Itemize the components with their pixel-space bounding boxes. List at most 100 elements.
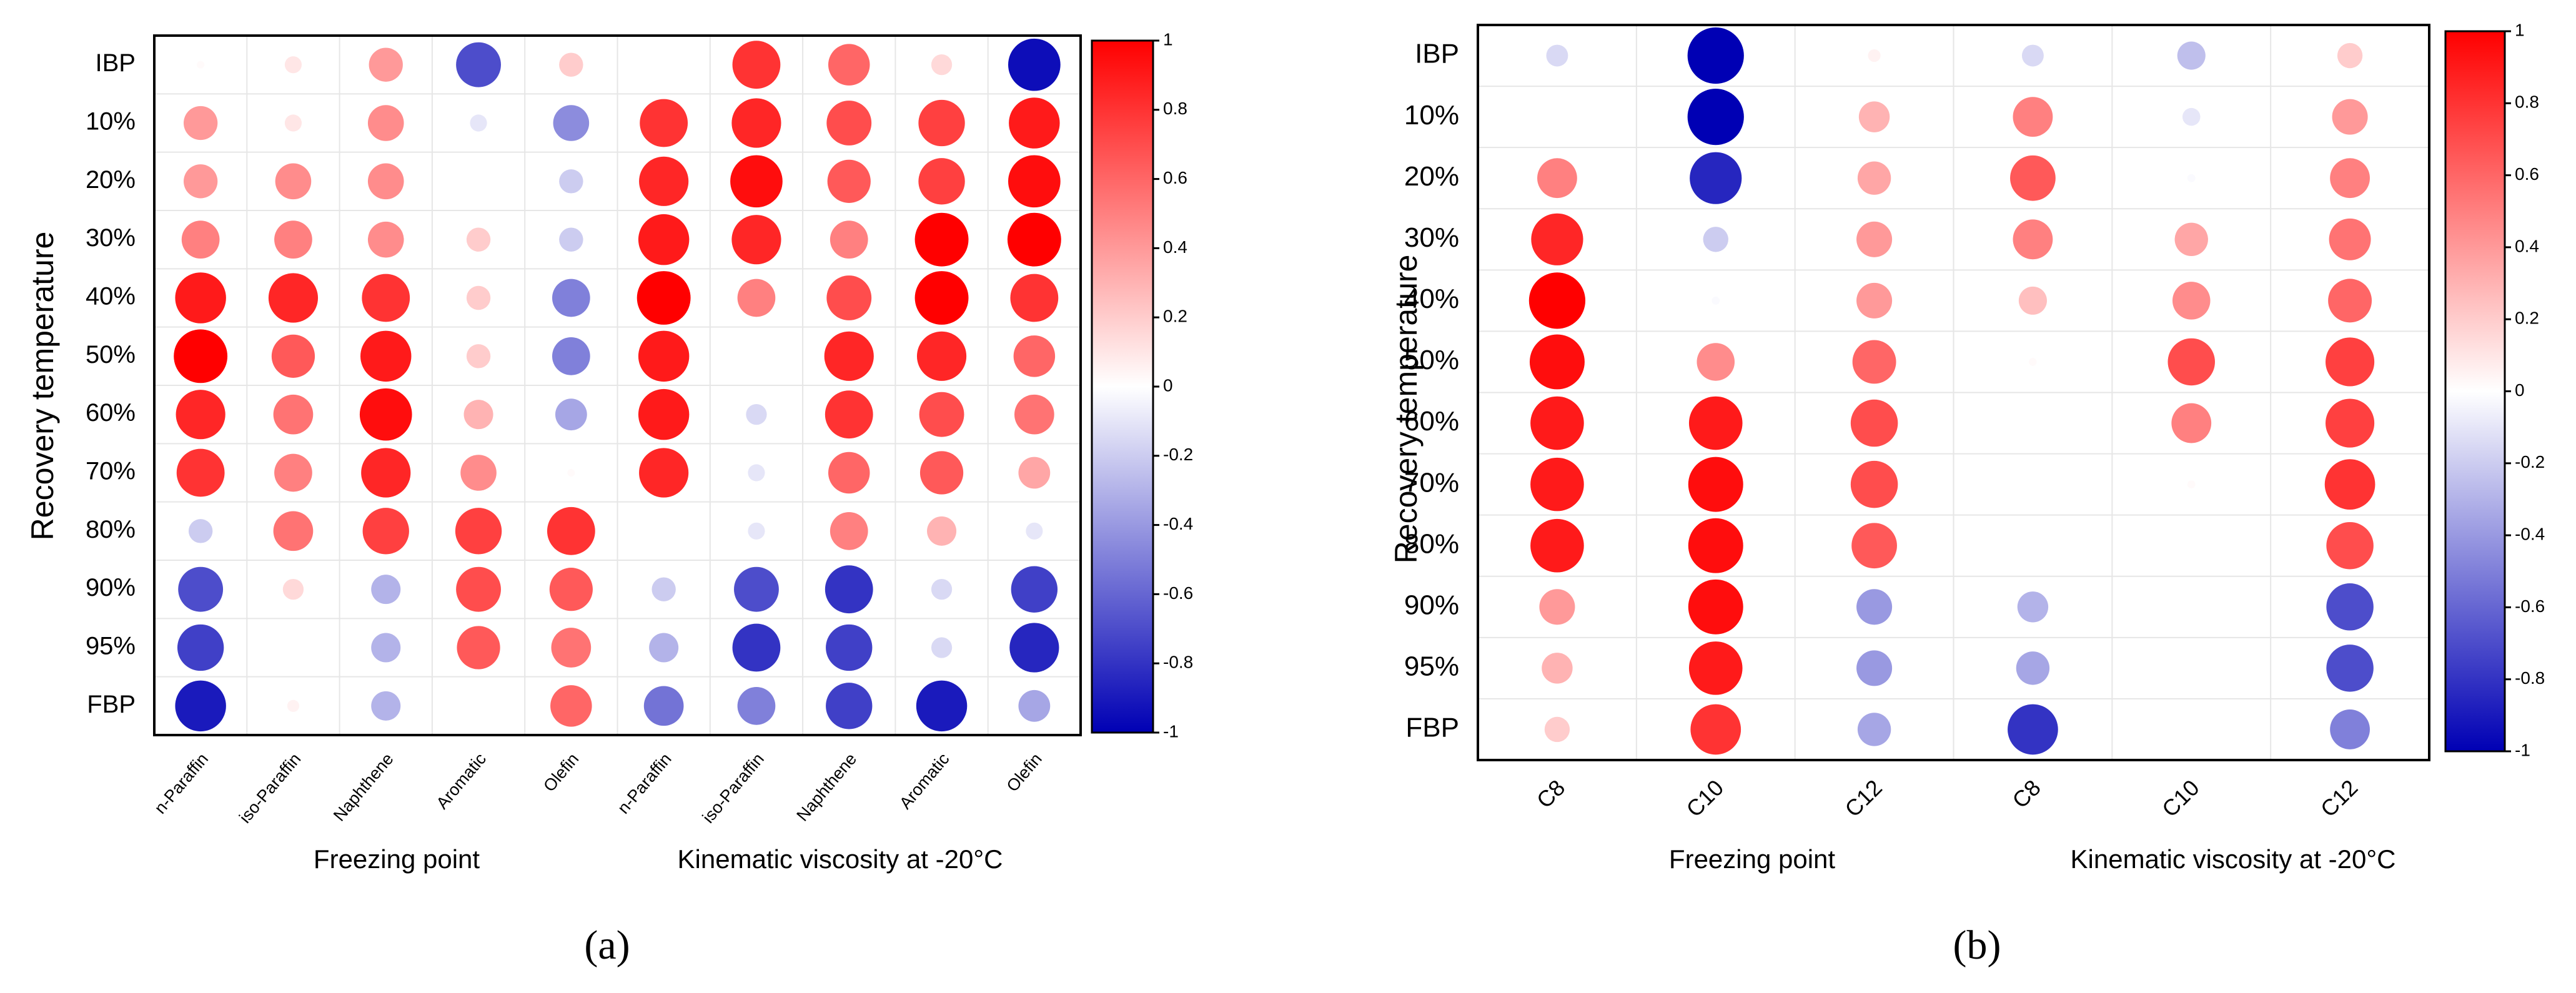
panel-a-bubble-60-aromatic-8 bbox=[919, 392, 964, 437]
panel-b-y-tick-label: 50% bbox=[1404, 345, 1459, 375]
panel-b-bubble-50-c8-3 bbox=[2029, 358, 2037, 366]
panel-b-group-label-kinematic-viscosity: Kinematic viscosity at -20°C bbox=[2071, 844, 2396, 874]
panel-b-bubble-70-c12-2 bbox=[1850, 460, 1898, 508]
panel-b-bubble-40-c10-4 bbox=[2172, 282, 2211, 320]
panel-a-bubble-10-naphthene-7 bbox=[826, 101, 872, 146]
panel-a-bubble-20-aromatic-8 bbox=[918, 158, 965, 205]
panel-a-bubble-fbp-olefin-4 bbox=[550, 685, 592, 727]
panel-a-y-tick-label: 80% bbox=[86, 516, 136, 543]
panel-a-bubble-fbp-iso-paraffin-6 bbox=[737, 686, 776, 725]
panel-b-bubble-fbp-c12-2 bbox=[1857, 713, 1891, 746]
panel-b-bubble-60-c12-5 bbox=[2326, 398, 2375, 448]
panel-a-bubble-40-n-paraffin-0 bbox=[175, 272, 226, 324]
panel-a-colorbar-tick-label: 1 bbox=[1163, 29, 1173, 49]
panel-a-bubble-30-n-paraffin-5 bbox=[638, 214, 690, 265]
panel-a-bubble-30-aromatic-8 bbox=[914, 212, 969, 267]
panel-b-bubble-ibp-c12-5 bbox=[2337, 42, 2363, 69]
panel-b-x-tick-label: C8 bbox=[1532, 774, 1570, 813]
panel-a-bubble-30-naphthene-2 bbox=[367, 221, 404, 258]
panel-a-bubble-40-iso-paraffin-1 bbox=[268, 273, 319, 323]
panel-b-colorbar-tick-label: 0 bbox=[2515, 380, 2525, 400]
panel-a-bubble-60-iso-paraffin-1 bbox=[273, 394, 314, 435]
panel-b-y-tick-label: 10% bbox=[1404, 100, 1459, 131]
panel-a-bubble-30-aromatic-3 bbox=[466, 227, 491, 252]
panel-a-bubble-80-iso-paraffin-1 bbox=[273, 511, 314, 551]
panel-b-colorbar-tick-label: -0.2 bbox=[2515, 452, 2545, 472]
panel-a-bubble-40-naphthene-7 bbox=[826, 275, 872, 320]
panel-b-colorbar-tick-label: -0.8 bbox=[2515, 668, 2545, 688]
panel-a-x-tick-label: Aromatic bbox=[896, 749, 953, 813]
panel-a-bubble-80-olefin-9 bbox=[1026, 522, 1043, 540]
panel-b-bubble-10-c8-3 bbox=[2013, 97, 2053, 137]
panel-a-bubble-90-aromatic-3 bbox=[456, 566, 501, 612]
panel-a-bubble-20-naphthene-7 bbox=[827, 159, 871, 203]
panel-a-bubble-30-iso-paraffin-6 bbox=[731, 215, 781, 265]
panel-a-bubble-fbp-aromatic-8 bbox=[916, 680, 968, 732]
panel-a-x-tick-label: Naphthene bbox=[793, 749, 860, 824]
panel-b-bubble-90-c12-2 bbox=[1856, 589, 1893, 625]
panel-a-bubble-95-aromatic-8 bbox=[931, 637, 953, 658]
panel-a-bubble-70-olefin-9 bbox=[1018, 457, 1051, 489]
panel-b-bubble-80-c12-2 bbox=[1851, 523, 1897, 569]
panel-a-group-label-kinematic-viscosity: Kinematic viscosity at -20°C bbox=[678, 844, 1003, 874]
panel-a-x-tick-label: Olefin bbox=[1003, 749, 1046, 795]
panel-a-bubble-20-iso-paraffin-6 bbox=[730, 155, 783, 208]
panel-b-bubble-30-c12-2 bbox=[1856, 221, 1893, 257]
panel-a-bubble-fbp-n-paraffin-0 bbox=[175, 680, 226, 732]
panel-a-bubble-fbp-naphthene-2 bbox=[371, 691, 401, 721]
panel-b-y-tick-label: 30% bbox=[1404, 222, 1459, 253]
panel-a-bubble-90-aromatic-8 bbox=[931, 579, 953, 600]
panel-a-bubble-fbp-olefin-9 bbox=[1018, 689, 1051, 722]
panel-b-colorbar-tick-label: -0.6 bbox=[2515, 596, 2545, 616]
panel-a-caption: (a) bbox=[584, 922, 630, 968]
panel-b-bubble-fbp-c12-5 bbox=[2330, 709, 2370, 749]
panel-b-bubble-30-c8-0 bbox=[1531, 213, 1583, 265]
panel-b-bubble-fbp-c8-3 bbox=[2008, 704, 2058, 755]
panel-a-colorbar-tick-label: 0 bbox=[1163, 375, 1173, 395]
panel-a-bubble-95-aromatic-3 bbox=[457, 626, 500, 669]
panel-a-x-tick-label: Naphthene bbox=[330, 749, 397, 824]
panel-a-bubble-30-n-paraffin-0 bbox=[181, 220, 220, 259]
panel-b-bubble-70-c12-5 bbox=[2324, 459, 2375, 510]
panel-a-bubble-50-olefin-4 bbox=[552, 337, 590, 375]
panel-b-x-tick-label: C12 bbox=[1840, 774, 1887, 822]
panel-a-y-tick-label: 10% bbox=[86, 108, 136, 136]
panel-b-bubble-50-c12-2 bbox=[1852, 340, 1896, 384]
panel-b-bubble-90-c10-1 bbox=[1688, 579, 1743, 635]
panel-a-bubble-30-olefin-9 bbox=[1007, 212, 1061, 267]
panel-a-y-tick-label: 60% bbox=[86, 399, 136, 427]
panel-b-x-tick-label: C10 bbox=[2157, 774, 2204, 822]
panel-b-bubble-50-c10-4 bbox=[2167, 338, 2215, 386]
panel-a-bubble-ibp-n-paraffin-0 bbox=[197, 61, 205, 69]
panel-a-bubble-20-olefin-9 bbox=[1008, 155, 1061, 208]
panel-b-y-tick-label: 90% bbox=[1404, 590, 1459, 620]
panel-b-y-tick-label: 40% bbox=[1404, 284, 1459, 314]
panel-a-colorbar-tick-label: 0.8 bbox=[1163, 99, 1187, 118]
panel-b-bubble-ibp-c12-2 bbox=[1868, 49, 1881, 62]
panel-b-bubble-10-c12-2 bbox=[1858, 101, 1890, 132]
panel-a-y-tick-label: 95% bbox=[86, 633, 136, 660]
panel-a-bubble-50-aromatic-8 bbox=[916, 331, 967, 381]
panel-a-bubble-70-naphthene-7 bbox=[828, 452, 870, 494]
panel-b-bubble-40-c10-1 bbox=[1712, 296, 1720, 305]
panel-b-y-tick-label: 95% bbox=[1404, 651, 1459, 682]
panel-b-bubble-ibp-c8-0 bbox=[1546, 44, 1568, 67]
panel-a-y-axis-title: Recovery temperature bbox=[25, 232, 60, 541]
panel-b-bubble-30-c8-3 bbox=[2013, 219, 2053, 260]
panel-a-bubble-80-aromatic-3 bbox=[455, 508, 502, 555]
panel-a-bubble-90-iso-paraffin-1 bbox=[282, 579, 304, 600]
panel-b-bubble-60-c10-4 bbox=[2171, 403, 2212, 443]
panel-a-bubble-50-n-paraffin-0 bbox=[174, 329, 228, 383]
panel-a-x-tick-label: n-Paraffin bbox=[151, 749, 212, 818]
panel-a-bubble-40-n-paraffin-5 bbox=[637, 271, 691, 325]
panel-a-bubble-50-naphthene-2 bbox=[360, 330, 412, 382]
panel-b-x-tick-label: C8 bbox=[2007, 774, 2046, 813]
panel-a-bubble-70-naphthene-2 bbox=[361, 448, 411, 498]
panel-a-colorbar-tick-label: 0.4 bbox=[1163, 237, 1187, 257]
panel-a-bubble-80-olefin-4 bbox=[547, 506, 595, 555]
panel-a-bubble-20-n-paraffin-5 bbox=[639, 156, 689, 206]
panel-a-bubble-95-naphthene-7 bbox=[826, 624, 873, 671]
panel-a-x-tick-label: n-Paraffin bbox=[614, 749, 675, 818]
panel-b-bubble-50-c12-5 bbox=[2326, 337, 2375, 387]
panel-b-colorbar-tick-label: 0.8 bbox=[2515, 92, 2539, 112]
